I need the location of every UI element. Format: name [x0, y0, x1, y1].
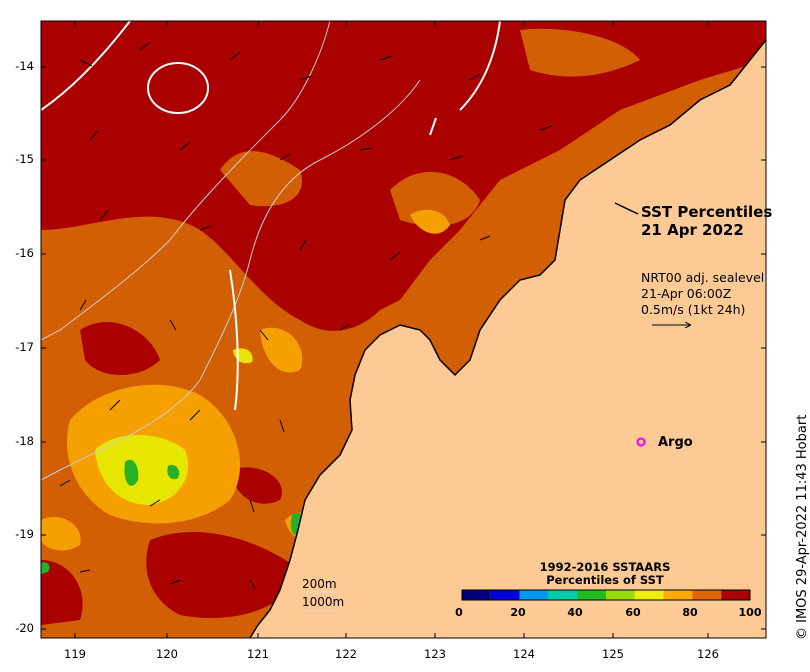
- x-tick-label: 123: [424, 647, 446, 661]
- y-tick-label: -14: [15, 59, 34, 73]
- colorbar-tick: 100: [738, 606, 762, 619]
- colorbar-swatch: [490, 590, 520, 600]
- colorbar-swatch: [519, 590, 549, 600]
- colorbar-tick: 60: [625, 606, 641, 619]
- legend-200m-label: 200m: [302, 577, 337, 591]
- colorbar: [462, 590, 750, 600]
- colorbar-tick: 20: [510, 606, 526, 619]
- current-info-line1: NRT00 adj. sealevel: [641, 270, 765, 285]
- axis-ticks: [41, 21, 766, 638]
- map-title-line1: SST Percentiles: [641, 203, 773, 221]
- colorbar-swatch: [462, 590, 491, 600]
- x-tick-label: 122: [335, 647, 357, 661]
- current-vectors: [59, 41, 553, 591]
- y-tick-label: -18: [15, 434, 34, 448]
- colorbar-title-line1: 1992-2016 SSTAARS: [539, 560, 671, 574]
- colorbar-frame: [461, 589, 751, 601]
- coastline: [249, 39, 767, 639]
- bathymetry-contours: [40, 20, 421, 481]
- land-mass: [250, 40, 766, 638]
- colorbar-tick: 0: [455, 606, 463, 619]
- title-leader-line: [614, 202, 639, 215]
- x-tick-label: 125: [602, 647, 624, 661]
- y-tick-label: -15: [15, 152, 34, 166]
- current-info-line2: 21-Apr 06:00Z: [641, 286, 732, 301]
- imos-credit: © IMOS 29-Apr-2022 11:43 Hobart: [795, 414, 810, 640]
- colorbar-swatch: [606, 590, 635, 600]
- argo-marker: [636, 437, 646, 447]
- current-info-line3: 0.5m/s (1kt 24h): [641, 302, 746, 317]
- legend-1000m-label: 1000m: [302, 595, 345, 609]
- current-info: NRT00 adj. sealevel 21-Apr 06:00Z 0.5m/s…: [641, 270, 764, 318]
- sst-high-patches: [41, 321, 300, 625]
- x-tick-label: 121: [247, 647, 269, 661]
- x-tick-label: 119: [64, 647, 86, 661]
- colorbar-title-line2: Percentiles of SST: [546, 573, 664, 587]
- argo-label: Argo: [658, 435, 693, 450]
- colorbar-swatch: [663, 590, 693, 600]
- colorbar-swatch: [721, 590, 750, 600]
- x-tick-label: 124: [513, 647, 535, 661]
- y-tick-label: -19: [15, 527, 34, 541]
- colorbar-swatch: [692, 590, 722, 600]
- altimetry-contours: [40, 20, 501, 411]
- colorbar-tick: 40: [567, 606, 583, 619]
- x-tick-label: 120: [156, 647, 178, 661]
- y-tick-label: -16: [15, 246, 34, 260]
- colorbar-swatch: [577, 590, 606, 600]
- map-title: SST Percentiles 21 Apr 2022: [641, 203, 772, 239]
- y-tick-label: -20: [15, 621, 34, 635]
- map-title-line2: 21 Apr 2022: [641, 221, 744, 239]
- colorbar-swatch: [634, 590, 664, 600]
- y-tick-label: -17: [15, 340, 34, 354]
- colorbar-swatch: [548, 590, 578, 600]
- colorbar-tick: 80: [682, 606, 698, 619]
- map-frame: [40, 20, 767, 639]
- colorbar-title: 1992-2016 SSTAARS Percentiles of SST: [500, 561, 710, 587]
- x-tick-label: 126: [697, 647, 719, 661]
